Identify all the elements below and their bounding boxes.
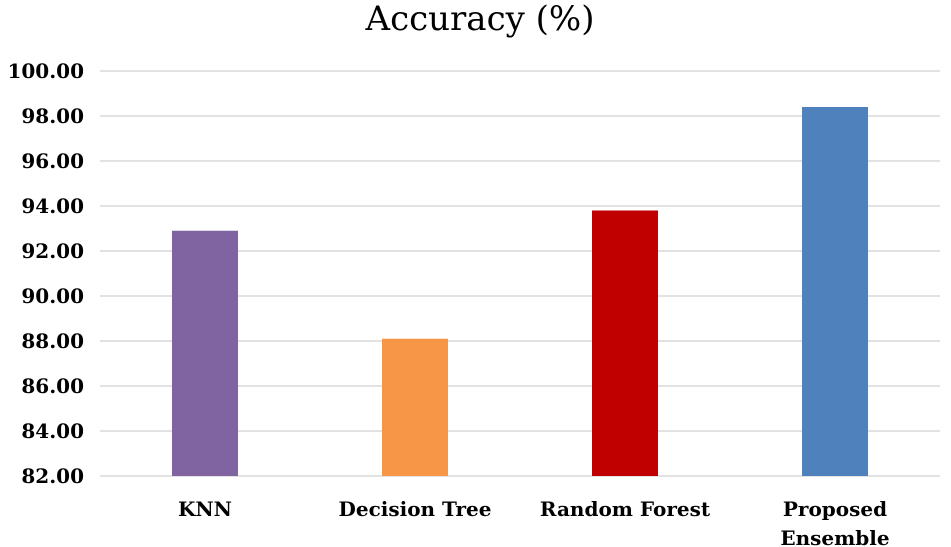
grid-lines <box>100 70 940 477</box>
chart-title: Accuracy (%) <box>365 0 595 39</box>
y-tick-label: 82.00 <box>21 464 84 488</box>
y-tick-label: 88.00 <box>21 329 84 353</box>
y-tick-label: 94.00 <box>21 194 84 218</box>
bar-proposed-ensemble <box>802 107 868 476</box>
x-tick-label: Proposed Ensemble <box>780 497 889 547</box>
x-tick-label: Random Forest <box>540 497 711 521</box>
x-tick-label: KNN <box>178 497 232 521</box>
y-axis-ticks: 82.00 84.00 86.00 88.00 90.00 92.00 94.00 96.00… <box>7 59 84 488</box>
y-tick-label: 90.00 <box>21 284 84 308</box>
y-tick-label: 92.00 <box>21 239 84 263</box>
x-tick-label: Decision Tree <box>339 497 492 521</box>
y-tick-label: 96.00 <box>21 149 84 173</box>
y-tick-label: 98.00 <box>21 104 84 128</box>
y-tick-label: 86.00 <box>21 374 84 398</box>
bar-random-forest <box>592 210 658 476</box>
bar-knn <box>172 230 238 476</box>
x-axis-labels: KNN Decision Tree Random Forest Proposed Ens… <box>178 497 890 547</box>
y-tick-label: 84.00 <box>21 419 84 443</box>
bar-decision-tree <box>382 338 448 476</box>
bars <box>172 107 868 476</box>
y-tick-label: 100.00 <box>7 59 84 83</box>
